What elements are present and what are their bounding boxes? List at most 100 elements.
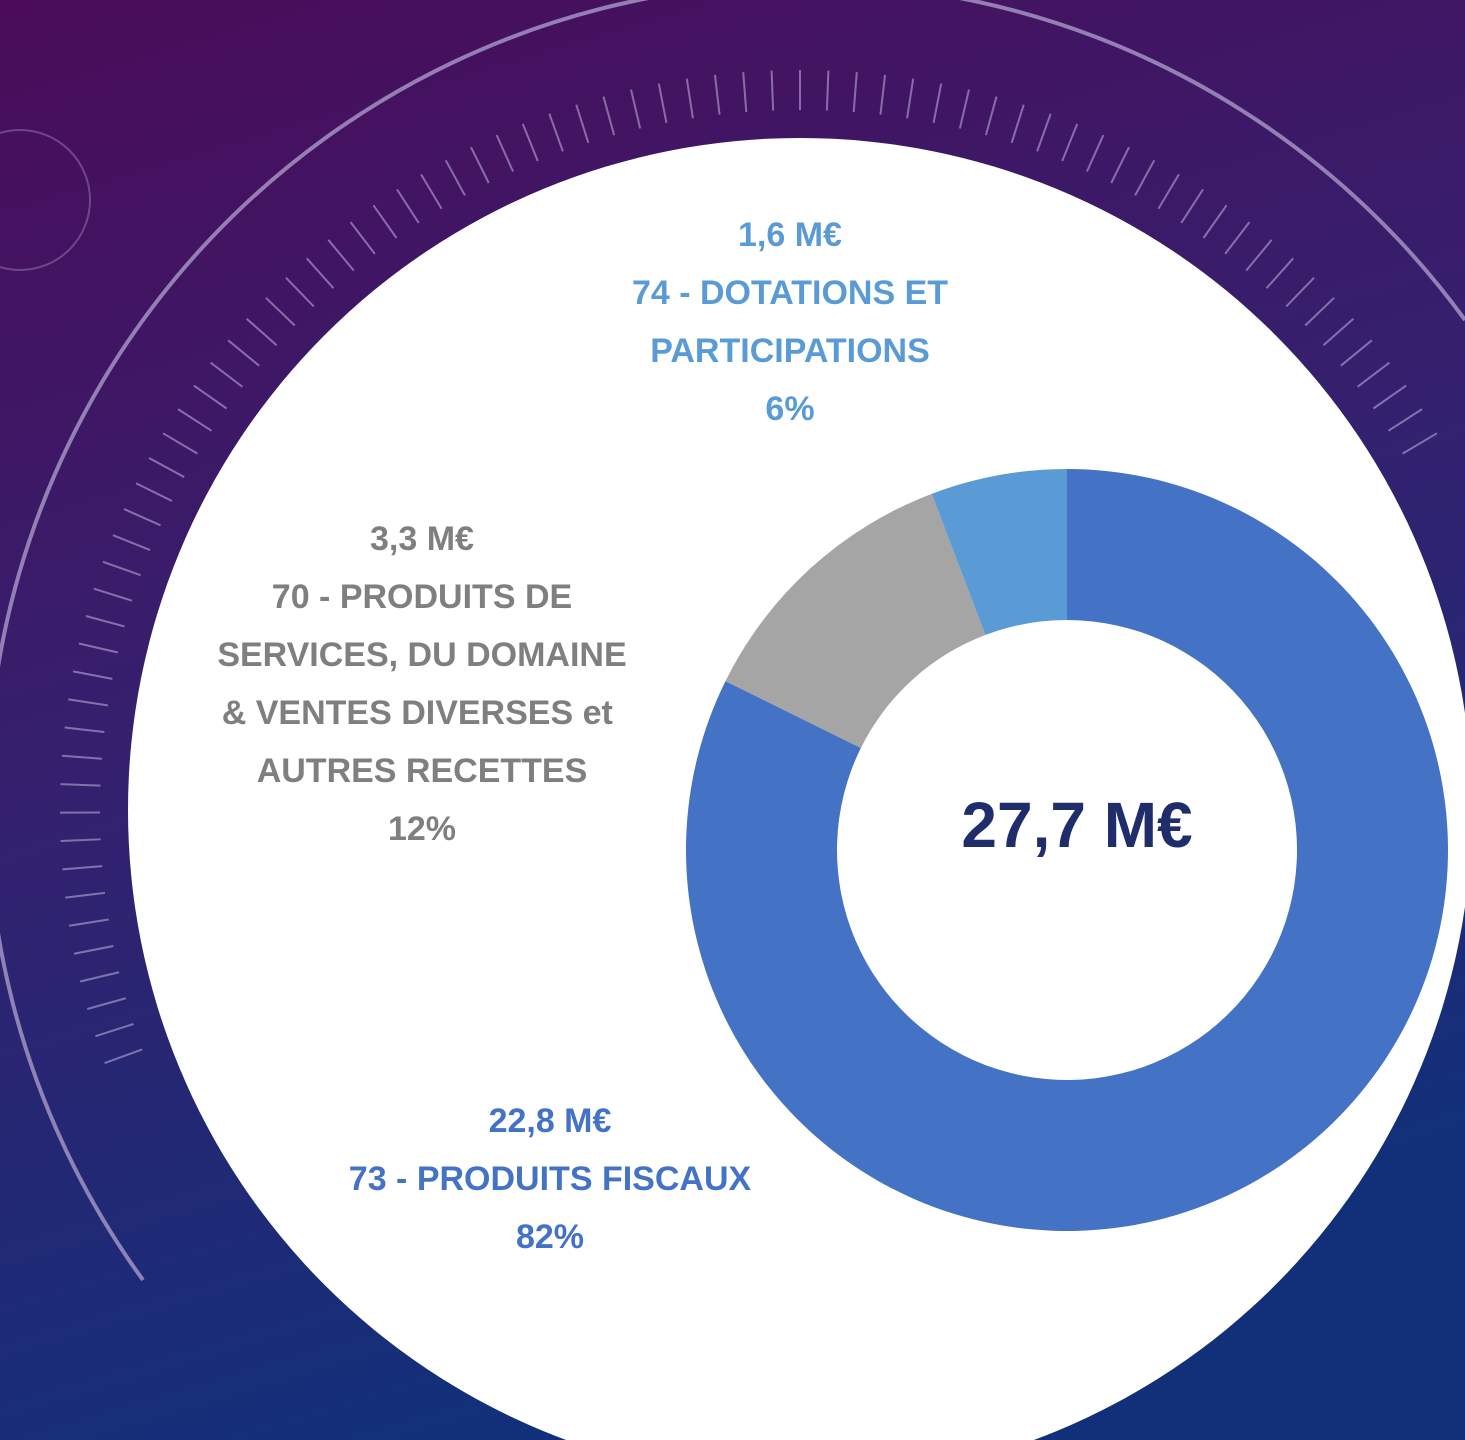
decor-tick <box>548 113 564 152</box>
decor-tick <box>630 89 642 129</box>
decor-tick <box>825 70 830 111</box>
decor-tick <box>135 482 173 502</box>
decor-tick <box>1224 221 1251 255</box>
decor-tick <box>1372 384 1407 410</box>
decor-tick <box>1402 432 1438 455</box>
decor-tick <box>112 534 151 551</box>
decor-tick <box>60 838 101 842</box>
decor-tick <box>1134 159 1156 196</box>
decor-tick <box>73 944 114 955</box>
percent-label: 12% <box>388 810 456 848</box>
decor-tick <box>61 754 102 760</box>
decor-tick <box>1086 134 1105 172</box>
decor-tick <box>420 173 443 210</box>
donut-slice <box>725 493 986 749</box>
category-label: 73 - PRODUITS FISCAUX <box>349 1160 752 1198</box>
decor-tick <box>162 432 198 455</box>
decor-tick <box>444 159 466 196</box>
decor-tick <box>72 670 113 680</box>
decor-tick <box>495 134 514 172</box>
decor-tick <box>68 698 109 707</box>
value-label: 22,8 M€ <box>489 1102 612 1140</box>
value-label: 1,6 M€ <box>738 216 842 254</box>
decor-tick <box>86 997 127 1010</box>
decor-tick <box>852 72 858 113</box>
decor-tick <box>1304 297 1335 327</box>
decor-tick <box>984 96 998 136</box>
donut <box>685 469 1448 1231</box>
decor-ring <box>0 129 91 271</box>
decor-tick <box>65 891 106 899</box>
decor-tick <box>1387 408 1423 432</box>
decor-tick <box>85 615 125 628</box>
decor-tick <box>470 146 490 184</box>
donut-slice <box>931 469 1067 635</box>
decor-tick <box>1036 113 1052 152</box>
decor-tick <box>104 1048 143 1065</box>
decor-tick <box>1110 146 1130 184</box>
decor-ticks <box>60 70 1438 1065</box>
category-label-line: 74 - DOTATIONS ET <box>632 274 948 312</box>
donut-slice <box>685 469 1448 1231</box>
decor-tick <box>79 971 120 983</box>
decor-tick <box>713 74 721 115</box>
decor-arc <box>0 0 1465 1282</box>
decor-tick <box>1061 123 1079 162</box>
decor-tick <box>1180 188 1204 224</box>
decor-tick <box>958 89 970 129</box>
decor-tick <box>327 239 355 272</box>
decor-tick <box>193 384 228 410</box>
category-label-line: SERVICES, DU DOMAINE <box>217 636 626 674</box>
decor-tick <box>1285 276 1315 308</box>
decor-tick <box>68 918 109 927</box>
decor-tick <box>349 221 376 255</box>
category-label: 70 - PRODUITS DE SERVICES, DU DOMAINE & VE… <box>217 578 626 790</box>
decor-tick <box>602 96 616 136</box>
decor-tick <box>657 83 668 124</box>
decor-tick <box>575 104 590 144</box>
category-label-line: AUTRES RECETTES <box>257 752 588 790</box>
decor-tick <box>62 865 103 871</box>
decor-tick <box>521 123 539 162</box>
decor-tick <box>770 70 775 111</box>
category-label-line: 70 - PRODUITS DE <box>272 578 572 616</box>
decor-tick <box>685 78 694 119</box>
labels: 22,8 M€ 73 - PRODUITS FISCAUX 82% 3,3 M€ 70 … <box>217 216 948 1256</box>
percent-label: 6% <box>765 390 814 428</box>
category-label: 74 - DOTATIONS ET PARTICIPATIONS <box>632 274 948 370</box>
decor-tick <box>932 83 943 124</box>
decor-tick <box>265 297 296 327</box>
decor-tick <box>879 74 887 115</box>
decor-tick <box>95 1023 134 1038</box>
decor-tick <box>1202 204 1228 239</box>
decor-tick <box>78 642 119 654</box>
category-label-line: PARTICIPATIONS <box>650 332 930 370</box>
decor-tick <box>1340 339 1373 367</box>
decor-tick <box>60 783 101 787</box>
center-label: 27,7 M€ <box>961 789 1192 861</box>
decor-tick <box>123 508 161 527</box>
decor-tick <box>148 457 185 478</box>
category-label-line: & VENTES DIVERSES et <box>222 694 623 732</box>
decor-tick <box>1322 317 1355 346</box>
decor-tick <box>1356 361 1391 388</box>
decor-tick <box>93 587 133 602</box>
decor-tick <box>396 188 420 224</box>
decor-tick <box>306 257 335 289</box>
decor-tick <box>1245 239 1273 272</box>
decor-tick <box>177 408 213 432</box>
decor-tick <box>209 361 244 388</box>
decor-tick <box>906 78 915 119</box>
decor-tick <box>1010 104 1025 144</box>
decor-tick <box>102 560 141 577</box>
decor-tick <box>372 204 398 239</box>
decor-tick <box>742 72 748 113</box>
decor-tick <box>285 276 315 308</box>
category-label-line: 73 - PRODUITS FISCAUX <box>349 1160 752 1198</box>
decor-tick <box>1157 173 1180 210</box>
decor-tick <box>64 726 105 733</box>
decor-tick <box>245 317 278 346</box>
percent-label: 82% <box>516 1218 584 1256</box>
